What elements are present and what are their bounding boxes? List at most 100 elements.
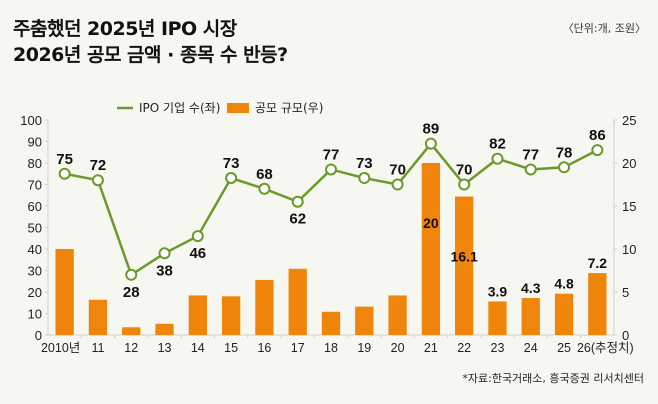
- left-tick-label: 80: [28, 156, 42, 171]
- left-tick-label: 90: [28, 135, 42, 150]
- bar: [421, 163, 441, 335]
- line-value-label: 82: [489, 136, 506, 153]
- x-tick-label: 17: [291, 341, 305, 355]
- left-tick-label: 20: [28, 285, 42, 300]
- bar: [188, 295, 207, 335]
- line-value-label: 38: [156, 262, 173, 279]
- bar-value-label: 20: [423, 215, 439, 231]
- left-tick-label: 100: [20, 113, 42, 128]
- line-marker: [91, 174, 104, 187]
- bar: [488, 301, 507, 335]
- line-marker: [225, 172, 238, 185]
- line-value-label: 75: [56, 151, 73, 168]
- left-tick-label: 10: [28, 307, 42, 322]
- line-marker: [391, 178, 404, 191]
- bar: [255, 279, 274, 335]
- right-tick-label: 10: [622, 242, 636, 257]
- x-tick-label: 11: [91, 341, 104, 355]
- bar: [588, 273, 607, 335]
- x-tick-label: 15: [224, 341, 238, 355]
- line-marker: [191, 230, 204, 243]
- x-tick-label: 18: [324, 341, 338, 355]
- x-tick-label: 26(추정치): [577, 341, 634, 355]
- bar: [122, 327, 141, 335]
- line-value-label: 70: [389, 162, 406, 179]
- chart-title: 주춤했던 2025년 IPO 시장 2026년 공모 금액 · 종목 수 반등?: [13, 16, 288, 68]
- line-value-label: 73: [356, 155, 373, 172]
- bar: [521, 298, 540, 335]
- unit-label: 〈단위:개, 조원〉: [562, 22, 646, 35]
- x-tick-label: 19: [357, 341, 371, 355]
- legend-bar-label: 공모 규모(우): [255, 101, 323, 115]
- bar-value-label: 3.9: [488, 283, 508, 299]
- x-tick-label: 25: [557, 341, 571, 355]
- bar-value-label: 4.8: [554, 276, 574, 292]
- left-tick-label: 60: [28, 199, 42, 214]
- bar: [355, 306, 374, 335]
- bar-value-label: 16.1: [451, 249, 478, 265]
- line-value-label: 77: [323, 146, 340, 163]
- line-marker: [524, 163, 537, 176]
- line-value-label: 86: [589, 127, 606, 144]
- bar: [388, 295, 407, 335]
- right-tick-label: 25: [622, 113, 636, 128]
- line-marker: [358, 172, 371, 185]
- left-tick-label: 50: [28, 221, 42, 236]
- line-value-label: 68: [256, 166, 273, 183]
- x-tick-label: 12: [124, 341, 138, 355]
- source-note: *자료:한국거래소, 흥국증권 리서치센터: [462, 372, 644, 385]
- x-tick-label: 22: [457, 341, 471, 355]
- title-line-1: 주춤했던 2025년 IPO 시장: [13, 18, 237, 40]
- bar: [55, 249, 74, 335]
- line-marker: [158, 247, 171, 260]
- left-tick-label: 30: [28, 264, 42, 279]
- bar: [554, 293, 574, 335]
- right-tick-label: 0: [622, 328, 629, 343]
- right-tick-label: 15: [622, 199, 636, 214]
- line-marker: [458, 178, 471, 191]
- line-value-label: 73: [223, 155, 240, 172]
- title-line-2: 2026년 공모 금액 · 종목 수 반등?: [13, 44, 288, 66]
- line-marker: [558, 161, 571, 174]
- line-marker: [291, 195, 304, 208]
- line-marker: [325, 163, 337, 176]
- line-value-label: 46: [189, 245, 206, 262]
- bar: [321, 311, 341, 335]
- legend-line-label: IPO 기업 수(좌): [139, 101, 220, 115]
- x-tick-label: 2010년: [41, 341, 80, 355]
- bar: [288, 268, 307, 335]
- x-tick-label: 16: [257, 341, 271, 355]
- x-tick-label: 14: [191, 341, 205, 355]
- x-tick-label: 24: [524, 341, 538, 355]
- left-tick-label: 70: [28, 178, 42, 193]
- bar: [88, 299, 108, 335]
- left-tick-label: 40: [28, 242, 42, 257]
- line-marker: [258, 182, 271, 195]
- x-tick-label: 13: [158, 341, 172, 355]
- line-value-label: 78: [556, 144, 573, 161]
- legend: IPO 기업 수(좌) 공모 규모(우): [117, 101, 323, 115]
- line-marker: [491, 152, 504, 165]
- x-tick-label: 21: [424, 341, 438, 355]
- line-value-label: 77: [522, 146, 539, 163]
- bar: [455, 196, 474, 335]
- line-marker: [424, 137, 437, 150]
- line-marker: [591, 144, 604, 157]
- x-tick-label: 20: [391, 341, 405, 355]
- bar: [221, 296, 241, 335]
- line-value-label: 89: [423, 121, 440, 138]
- left-tick-label: 0: [35, 328, 42, 343]
- bar-value-label: 7.2: [588, 255, 608, 271]
- line-value-label: 62: [289, 211, 306, 228]
- bar-value-label: 4.3: [521, 280, 541, 296]
- right-tick-label: 5: [622, 285, 629, 300]
- x-tick-label: 23: [491, 341, 505, 355]
- line-value-label: 28: [123, 284, 140, 301]
- right-tick-label: 20: [622, 156, 636, 171]
- legend-bar-swatch: [227, 103, 249, 113]
- line-marker: [58, 167, 71, 180]
- line-value-label: 72: [90, 157, 107, 174]
- line-marker: [125, 268, 138, 281]
- line-value-label: 70: [456, 162, 473, 179]
